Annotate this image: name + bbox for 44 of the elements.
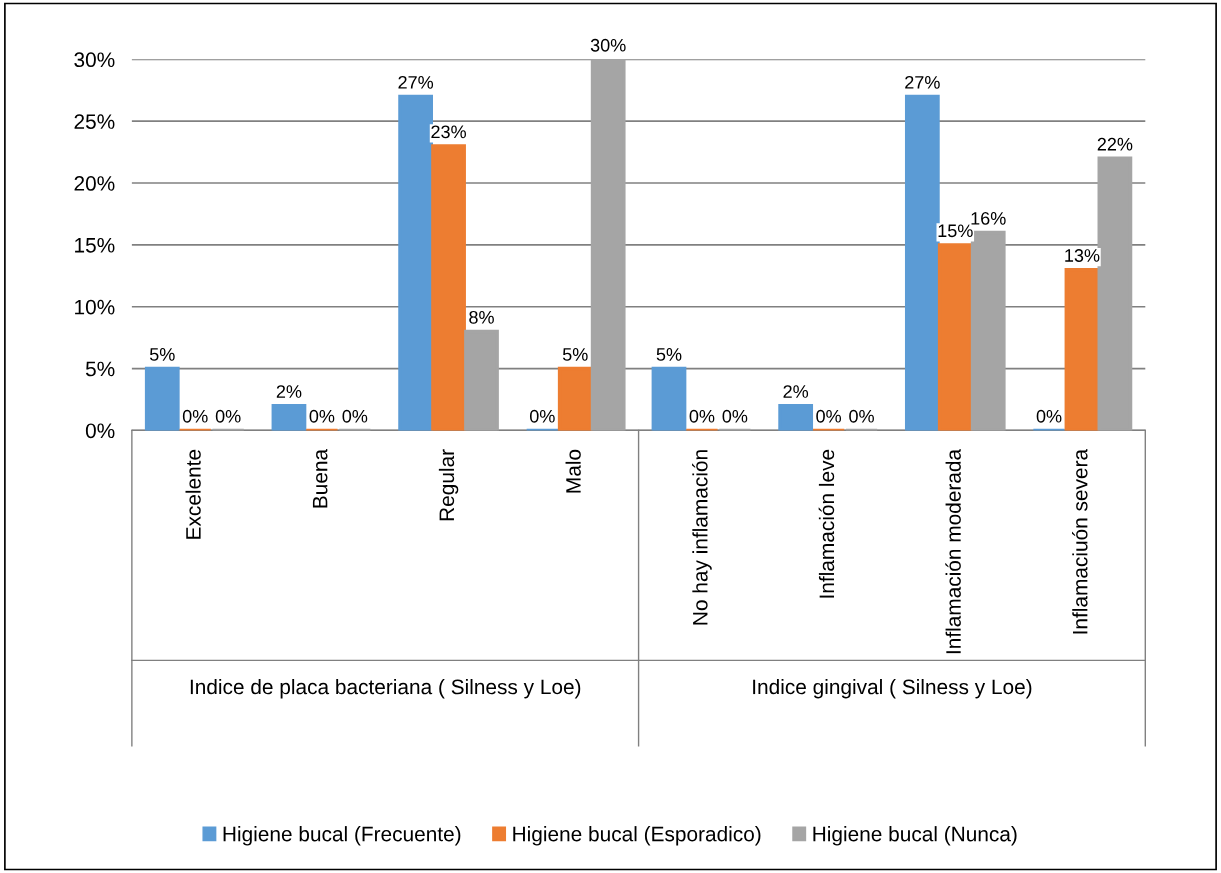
data-label: 2%: [783, 385, 809, 398]
data-label: 0%: [689, 409, 715, 423]
y-tick-label: 0%: [85, 423, 115, 439]
y-tick-label: 10%: [75, 299, 115, 315]
x-tick-label: Excelente: [185, 449, 201, 539]
data-label: 22%: [1097, 137, 1133, 151]
data-label: 0%: [722, 409, 748, 423]
data-label: 0%: [182, 409, 208, 423]
x-tick-label: Buena: [312, 448, 328, 508]
x-tick-label: Malo: [565, 449, 581, 493]
x-tick-label: Inflamación moderada: [945, 448, 961, 654]
y-tick-label: 30%: [74, 52, 115, 68]
data-label: 5%: [656, 348, 682, 361]
data-label: 0%: [816, 409, 842, 423]
data-label: 0%: [309, 409, 335, 423]
y-tick-label: 20%: [74, 176, 115, 191]
y-tick-label: 5%: [85, 361, 115, 377]
x-tick-label: Regular: [438, 449, 459, 521]
x-tick-label: Inflamaciuón severa: [1072, 448, 1088, 634]
y-tick-label: 15%: [75, 237, 115, 253]
text: Indice gingival ( Silness y Loe): [753, 678, 1032, 699]
data-label: 5%: [149, 348, 175, 361]
data-label: 27%: [905, 75, 940, 89]
x-tick-label: Inflamación leve: [818, 449, 835, 598]
legend-label: Higiene bucal (Frecuente): [223, 826, 461, 846]
data-label: 2%: [276, 385, 302, 398]
legend-label: Higiene bucal (Esporadico): [513, 826, 761, 846]
data-label: 27%: [398, 75, 434, 89]
data-label: 30%: [590, 38, 626, 52]
data-label: 16%: [971, 211, 1006, 225]
data-label: 0%: [342, 409, 368, 423]
data-label: 13%: [1065, 249, 1100, 262]
data-label: 23%: [431, 125, 466, 139]
data-label: 0%: [215, 409, 241, 423]
data-label: 8%: [469, 310, 494, 324]
x-tick-label: No hay inflamación: [692, 450, 712, 625]
y-tick-label: 25%: [74, 114, 115, 129]
data-label: 5%: [562, 348, 588, 361]
text: Indice de placa bacteriana ( Silness y Loe): [190, 678, 581, 699]
data-label: 0%: [1036, 409, 1062, 423]
data-label: 0%: [529, 409, 555, 423]
data-label: 0%: [849, 409, 874, 423]
legend-label: Higiene bucal (Nunca): [813, 826, 1017, 846]
data-label: 15%: [938, 224, 973, 238]
